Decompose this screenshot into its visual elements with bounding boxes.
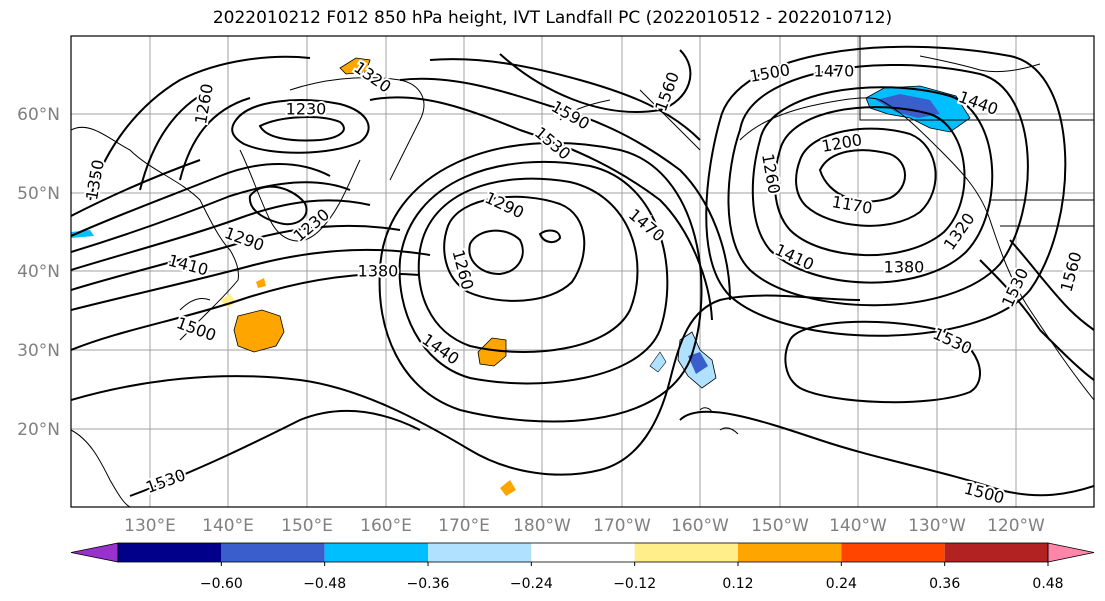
longitude-labels: 130°E 140°E 150°E 160°E 170°E 180°W 170°W 160°W…: [124, 516, 1045, 536]
longitude-label: 150°E: [281, 516, 333, 536]
colorbar-segment: [634, 543, 738, 562]
colorbar-tick-label: −0.36: [407, 576, 450, 592]
ivt-negative-small-west: [71, 230, 94, 238]
contour-label: 1380: [884, 258, 925, 277]
longitude-label: 140°E: [202, 516, 254, 536]
colorbar-tick-label: −0.60: [200, 576, 243, 592]
longitude-label: 150°W: [751, 516, 809, 536]
colorbar-tick-label: 0.12: [722, 576, 753, 592]
longitude-label: 180°W: [513, 516, 571, 536]
colorbar-segment: [324, 543, 428, 562]
latitude-label: 50°N: [17, 184, 60, 204]
map-frame: [70, 35, 1095, 508]
latitude-labels: 60°N 50°N 40°N 30°N 20°N: [17, 105, 60, 440]
colorbar-extend-high: [1047, 542, 1095, 563]
colorbar-segment: [428, 543, 532, 562]
height-contours: [71, 45, 1094, 497]
longitude-label: 130°E: [124, 516, 176, 536]
colorbar-tick-label: 0.48: [1032, 576, 1063, 592]
longitude-label: 130°W: [908, 516, 966, 536]
longitude-label: 160°E: [360, 516, 412, 536]
colorbar-segment: [841, 543, 945, 562]
longitude-label: 140°W: [829, 516, 887, 536]
contour-label: 1230: [286, 100, 327, 119]
latitude-label: 20°N: [17, 420, 60, 440]
latitude-label: 60°N: [17, 105, 60, 125]
ivt-positive-small3: [500, 480, 516, 496]
longitude-label: 160°W: [671, 516, 729, 536]
colorbar-tick-label: −0.48: [303, 576, 346, 592]
coastlines: [71, 36, 1094, 507]
ivt-positive-central: [477, 337, 507, 367]
colorbar-tick-label: 0.36: [929, 576, 960, 592]
colorbar-segment: [221, 543, 325, 562]
colorbar-extend-low: [70, 542, 119, 563]
ivt-positive-small2: [256, 278, 266, 288]
colorbar-segment: [531, 543, 635, 562]
map-title: 2022010212 F012 850 hPa height, IVT Land…: [212, 8, 893, 28]
ivt-positive-japan: [233, 309, 285, 353]
colorbar-segment: [738, 543, 842, 562]
ivt-positive-okhotsk: [339, 57, 371, 75]
ivt-negative-hawaii-core: [688, 352, 708, 374]
colorbar-tick-label: 0.24: [826, 576, 857, 592]
contour-label: 1380: [358, 262, 399, 281]
latitude-label: 30°N: [17, 341, 60, 361]
colorbar-tick-label: −0.12: [613, 576, 656, 592]
colorbar-segment: [944, 543, 1048, 562]
ivt-negative-hawaii-west: [649, 351, 667, 373]
longitude-label: 120°W: [987, 516, 1045, 536]
colorbar-frame: [117, 542, 1049, 563]
colorbar-tick-label: −0.24: [510, 576, 553, 592]
contour-label: 1470: [814, 62, 855, 81]
longitude-label: 170°W: [593, 516, 651, 536]
ivt-positive-small1: [220, 294, 236, 308]
colorbar-segment: [118, 543, 222, 562]
colorbar: −0.60 −0.48 −0.36 −0.24 −0.12 0.12 0.24 0.36 0.4…: [70, 542, 1095, 592]
longitude-label: 170°E: [438, 516, 490, 536]
latitude-label: 40°N: [17, 262, 60, 282]
